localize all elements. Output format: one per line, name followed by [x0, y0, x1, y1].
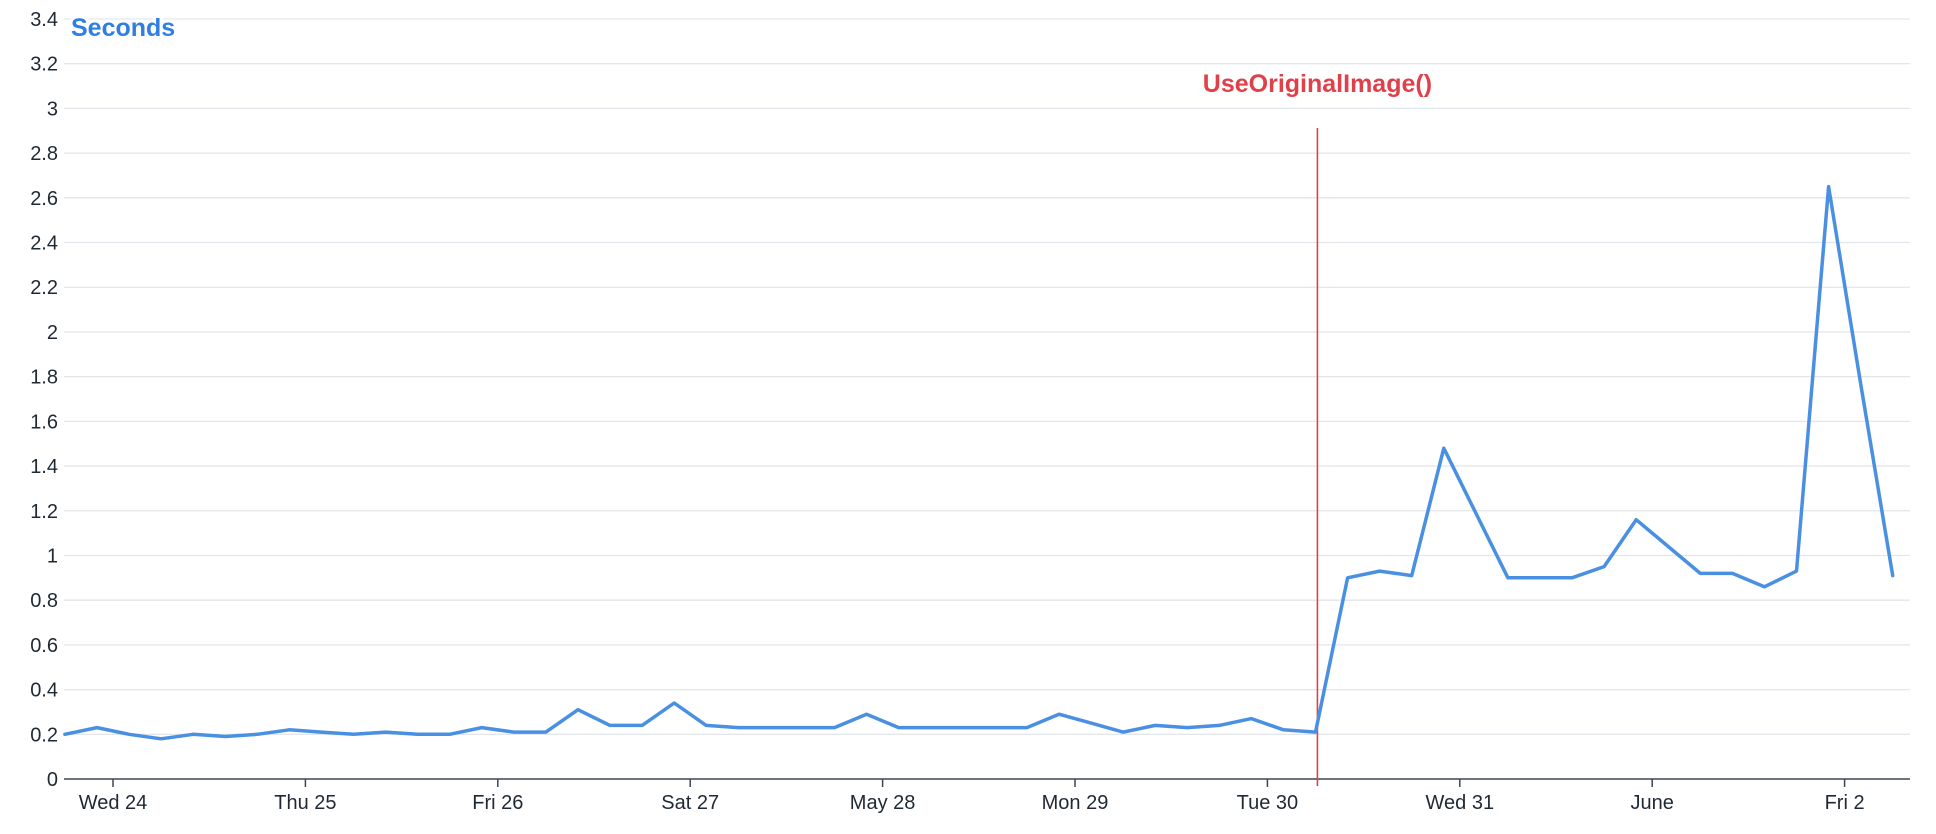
x-tick-label: Thu 25	[274, 792, 336, 814]
data-point	[833, 726, 837, 730]
data-point	[576, 708, 580, 712]
data-point	[63, 732, 67, 736]
data-point	[1859, 381, 1863, 385]
x-tick-label: June	[1631, 792, 1674, 814]
data-point	[544, 730, 548, 734]
y-tick-label: 0	[47, 769, 58, 791]
y-tick-label: 1.8	[30, 367, 58, 389]
x-tick-label: Wed 31	[1426, 792, 1495, 814]
annotation-label: UseOriginalImage()	[1203, 70, 1432, 98]
data-point	[1121, 730, 1125, 734]
data-point	[287, 728, 291, 732]
data-point	[672, 701, 676, 705]
data-point	[1025, 726, 1029, 730]
data-point	[95, 726, 99, 730]
data-point	[1570, 576, 1574, 580]
y-tick-label: 2.8	[30, 143, 58, 165]
data-point	[1249, 717, 1253, 721]
data-point	[897, 726, 901, 730]
data-point	[352, 732, 356, 736]
series-title: Seconds	[71, 14, 175, 42]
y-tick-label: 0.2	[30, 724, 58, 746]
data-point	[127, 732, 131, 736]
data-point	[993, 726, 997, 730]
data-point	[1506, 576, 1510, 580]
y-tick-label: 1.2	[30, 501, 58, 523]
data-point	[448, 732, 452, 736]
y-tick-label: 1	[47, 545, 58, 567]
data-point	[1057, 712, 1061, 716]
data-point	[1602, 565, 1606, 569]
data-point	[1281, 728, 1285, 732]
x-tick-label: Fri 26	[472, 792, 523, 814]
data-point	[1827, 185, 1831, 189]
x-tick-label: Sat 27	[661, 792, 719, 814]
y-tick-label: 1.6	[30, 411, 58, 433]
data-point	[1089, 721, 1093, 725]
data-point	[384, 730, 388, 734]
data-point	[191, 732, 195, 736]
data-point	[865, 712, 869, 716]
data-point	[961, 726, 965, 730]
x-tick-label: Wed 24	[79, 792, 148, 814]
data-point	[1410, 574, 1414, 578]
data-point	[608, 723, 612, 727]
data-point	[1346, 576, 1350, 580]
data-point	[1474, 511, 1478, 515]
data-point	[929, 726, 933, 730]
data-point	[800, 726, 804, 730]
series-line-seconds	[63, 184, 1895, 741]
x-tick-label: Fri 2	[1825, 792, 1865, 814]
data-point	[1795, 569, 1799, 573]
y-tick-label: 3	[47, 98, 58, 120]
data-point	[1730, 571, 1734, 575]
y-axis-tick-labels: 0 0.2 0.4 0.6 0.8 1 1.2 1.4 1.6 1.8 2 2.2 2.4 2.6 2.8 3…	[30, 9, 58, 791]
data-point	[1634, 518, 1638, 522]
data-point	[768, 726, 772, 730]
data-point	[512, 730, 516, 734]
data-point	[1378, 569, 1382, 573]
y-tick-label: 2.6	[30, 188, 58, 210]
y-tick-label: 2.2	[30, 277, 58, 299]
y-tick-label: 3.2	[30, 54, 58, 76]
data-point	[640, 723, 644, 727]
x-tick-label: Tue 30	[1237, 792, 1299, 814]
y-tick-label: 0.6	[30, 635, 58, 657]
data-point	[159, 737, 163, 741]
x-tick-label: Mon 29	[1042, 792, 1109, 814]
data-point	[480, 726, 484, 730]
data-point	[416, 732, 420, 736]
data-point	[319, 730, 323, 734]
y-tick-label: 0.4	[30, 680, 58, 702]
data-point	[1314, 730, 1318, 734]
data-point	[1217, 723, 1221, 727]
data-point	[223, 735, 227, 739]
y-tick-label: 0.8	[30, 590, 58, 612]
data-point	[1698, 571, 1702, 575]
data-point	[736, 726, 740, 730]
data-point	[255, 732, 259, 736]
y-tick-label: 3.4	[30, 9, 58, 31]
data-point	[704, 723, 708, 727]
y-tick-label: 2.4	[30, 233, 58, 255]
data-point	[1666, 545, 1670, 549]
data-point	[1762, 585, 1766, 589]
gridlines	[64, 18, 1910, 735]
x-tick-label: May 28	[850, 792, 916, 814]
x-axis-ticks: Wed 24 Thu 25 Fri 26 Sat 27 May 28 Mon 29 Tue …	[79, 779, 1865, 814]
data-point	[1442, 446, 1446, 450]
data-point	[1538, 576, 1542, 580]
y-tick-label: 2	[47, 322, 58, 344]
y-tick-label: 1.4	[30, 456, 58, 478]
data-point	[1185, 726, 1189, 730]
data-point	[1153, 723, 1157, 727]
series-points	[63, 185, 1895, 741]
data-point	[1891, 574, 1895, 578]
